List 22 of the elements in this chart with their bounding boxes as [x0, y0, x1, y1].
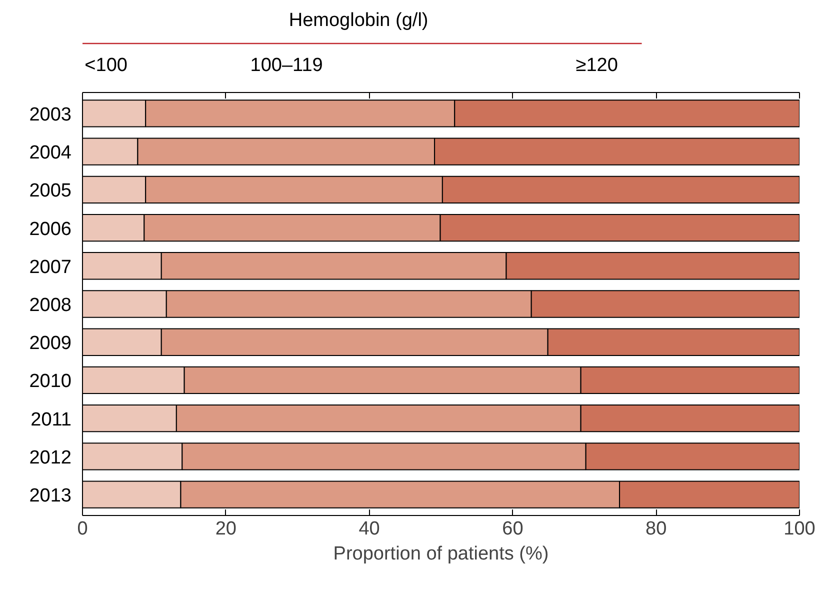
x-axis-title: Proportion of patients (%) — [333, 544, 549, 564]
series-label: <100 — [84, 55, 128, 76]
y-tick-label: 2013 — [29, 486, 72, 507]
x-tick-label: 100 — [784, 518, 816, 540]
y-tick-label: 2008 — [29, 295, 72, 316]
y-tick-label: 2004 — [29, 142, 72, 164]
y-tick-label: 2003 — [29, 104, 72, 126]
y-tick-label: 2005 — [29, 180, 72, 202]
y-tick-label: 2012 — [29, 447, 72, 468]
y-tick-label: 2006 — [29, 218, 72, 240]
y-tick-label: 2007 — [29, 256, 72, 278]
x-tick-label: 0 — [77, 518, 88, 540]
x-tick-label: 80 — [646, 518, 667, 540]
x-tick-label: 20 — [215, 518, 236, 540]
legend-title: Hemoglobin (g/l) — [288, 10, 428, 31]
series-label: ≥120 — [576, 55, 618, 76]
y-tick-label: 2010 — [29, 371, 72, 392]
series-label: 100–119 — [250, 55, 323, 76]
y-tick-label: 2009 — [29, 333, 72, 354]
y-tick-label: 2011 — [30, 409, 72, 430]
x-tick-label: 60 — [502, 518, 524, 540]
x-tick-label: 40 — [358, 518, 380, 540]
